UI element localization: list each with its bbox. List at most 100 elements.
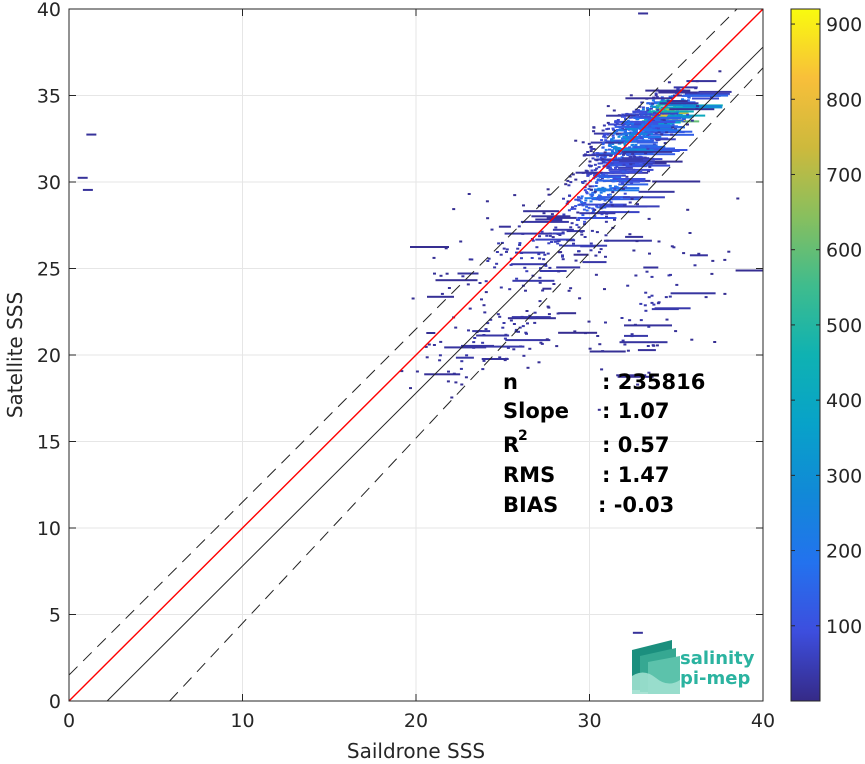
density-cell (664, 296, 668, 299)
density-cell (426, 332, 436, 334)
density-cell (650, 301, 654, 304)
density-cell (501, 326, 505, 329)
density-cell (511, 263, 548, 266)
density-cell (655, 104, 659, 107)
density-cell (472, 330, 491, 333)
density-cell (622, 174, 625, 177)
density-cell (640, 114, 644, 117)
density-cell (524, 289, 527, 292)
density-cell (580, 201, 584, 204)
density-cell (400, 370, 404, 373)
density-cell (671, 123, 675, 126)
density-cell (586, 151, 590, 153)
density-cell (486, 217, 490, 220)
density-cell (499, 286, 503, 289)
density-cell (636, 139, 640, 142)
density-cell (625, 138, 629, 141)
density-cell (659, 102, 699, 105)
density-cell (521, 232, 525, 235)
density-cell (512, 348, 516, 351)
density-cell (591, 193, 595, 196)
density-cell (693, 264, 697, 267)
density-cell (497, 242, 501, 245)
density-cell (669, 273, 672, 276)
density-cell (596, 174, 600, 177)
density-cell (476, 334, 510, 337)
density-cell (632, 631, 643, 634)
density-cell (638, 126, 642, 129)
density-cell (644, 291, 648, 294)
density-cell (594, 189, 640, 192)
density-cell (630, 198, 634, 200)
density-cell (597, 408, 601, 411)
density-cell (598, 175, 602, 178)
density-cell (602, 180, 606, 183)
density-cell (641, 123, 645, 126)
density-cell (561, 255, 564, 258)
density-cell (574, 198, 578, 201)
density-cell (546, 188, 550, 191)
density-cell (603, 288, 606, 291)
density-cell (607, 193, 610, 196)
density-cell (468, 307, 472, 310)
density-cell (614, 125, 639, 128)
y-tick-label: 35 (37, 86, 61, 108)
density-cell (645, 89, 691, 92)
density-cell (552, 283, 556, 285)
density-cell (615, 129, 619, 131)
density-cell (478, 282, 482, 284)
density-cell (602, 124, 606, 127)
density-cell (600, 159, 604, 162)
density-cell (647, 371, 651, 374)
density-cell (652, 160, 683, 163)
density-cell (654, 138, 676, 141)
density-cell (585, 170, 589, 173)
density-cell (480, 298, 483, 301)
density-cell (670, 245, 674, 248)
density-cell (662, 118, 666, 121)
density-cell (584, 199, 588, 202)
density-cell (573, 253, 589, 256)
density-cell (657, 138, 661, 141)
density-cell (649, 113, 653, 116)
density-cell (590, 148, 594, 150)
density-cell (588, 185, 592, 188)
density-cell (621, 170, 625, 173)
density-cell (533, 321, 537, 324)
density-cell (557, 270, 561, 273)
density-cell (667, 81, 671, 84)
density-cell (514, 328, 518, 331)
density-cell (518, 244, 522, 246)
density-cell (593, 190, 597, 193)
density-cell (515, 277, 519, 280)
density-cell (663, 142, 667, 145)
density-cell (518, 326, 522, 329)
density-cell (650, 275, 654, 278)
density-cell (614, 166, 617, 169)
density-cell (587, 164, 591, 167)
density-cell (676, 113, 680, 116)
density-cell (581, 141, 585, 144)
density-cell (652, 114, 656, 117)
stats-box: n: 235816 Slope: 1.07 R2: 0.57 RMS: 1.47 BIA… (503, 370, 705, 517)
density-cell (547, 193, 551, 196)
density-cell (591, 191, 595, 194)
density-cell (520, 257, 523, 260)
density-cell (525, 270, 529, 273)
stat-value: : 0.57 (602, 433, 670, 457)
density-cell (596, 335, 600, 337)
density-cell (672, 94, 682, 97)
density-cell (631, 153, 635, 155)
density-cell (593, 132, 639, 135)
colorbar-ticks: 100 200 300 400 500 600 700 800 900 (791, 14, 862, 638)
colorbar-tick-label: 400 (826, 390, 862, 412)
density-cell (621, 129, 625, 132)
density-cell (531, 239, 535, 242)
density-cell (617, 135, 621, 138)
density-cell (584, 332, 587, 335)
density-cell (570, 222, 574, 225)
density-cell (682, 118, 685, 120)
density-cell (435, 279, 478, 282)
stat-label: n (503, 370, 518, 394)
density-cell (523, 210, 560, 213)
